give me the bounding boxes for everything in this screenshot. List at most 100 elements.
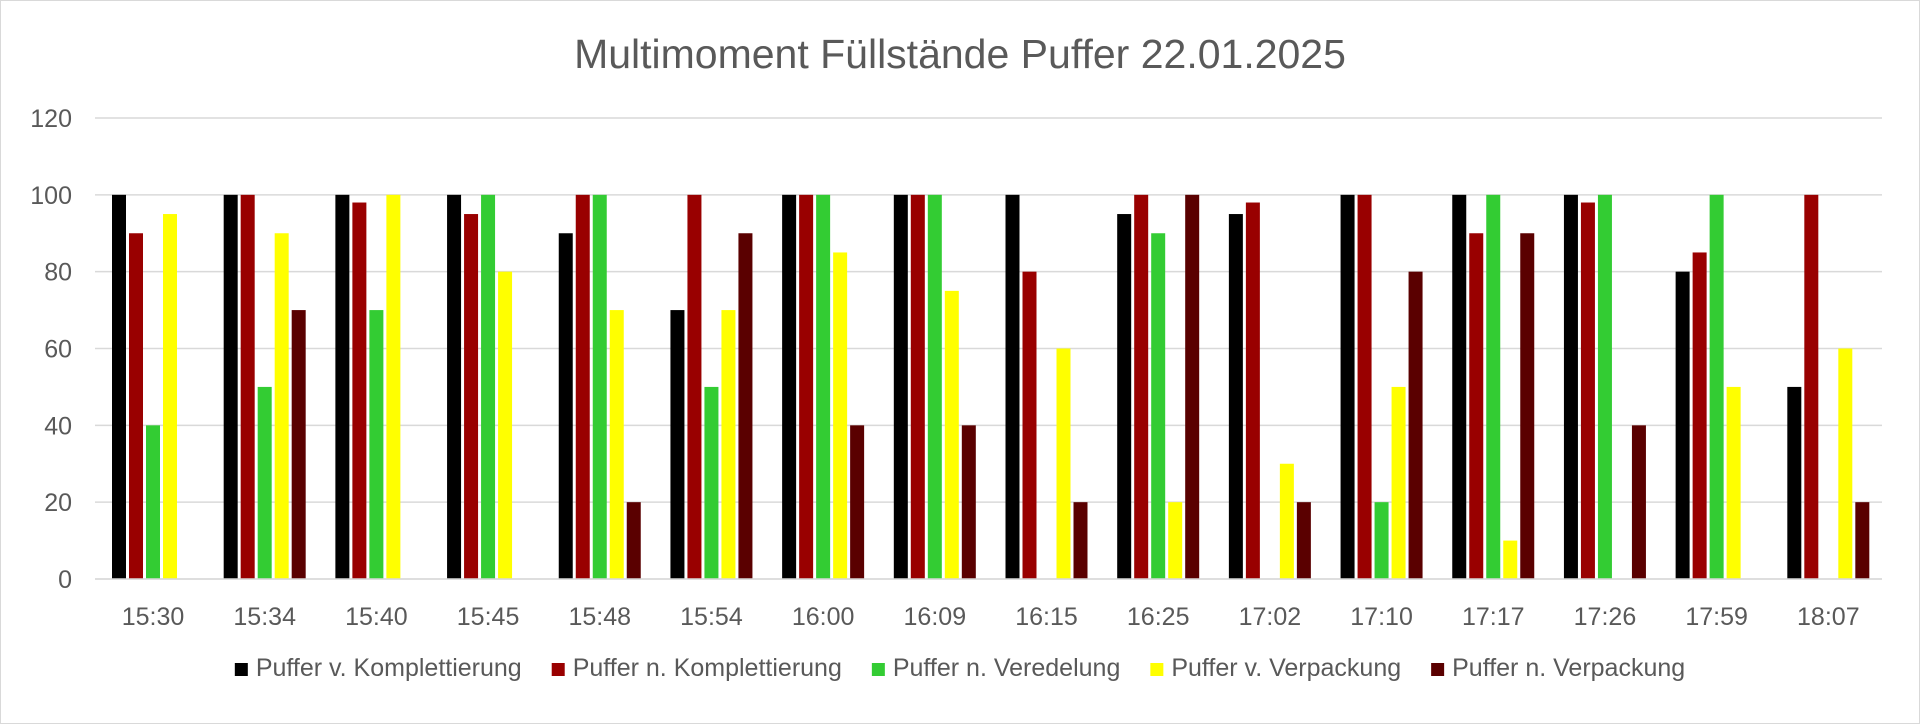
bar-4-1625 <box>1168 502 1183 579</box>
bar-1-1540 <box>335 194 350 580</box>
x-tick-label: 15:45 <box>457 603 520 631</box>
x-tick-label: 15:30 <box>122 603 185 631</box>
bar-5-1609 <box>961 425 976 579</box>
bar-5-1702 <box>1296 502 1311 579</box>
x-tick-label: 16:00 <box>792 603 855 631</box>
bar-5-1710 <box>1408 271 1423 579</box>
legend-item-2: Puffer n. Komplettierung <box>551 654 842 682</box>
bar-1-1759 <box>1675 271 1690 579</box>
x-tick-label: 16:25 <box>1127 603 1190 631</box>
bar-2-1534 <box>240 194 255 580</box>
bar-1-1726 <box>1563 194 1578 580</box>
legend-item-4: Puffer v. Verpackung <box>1150 654 1401 682</box>
bar-1-1548 <box>558 233 573 579</box>
bar-1-1609 <box>893 194 908 580</box>
bar-4-1554 <box>721 310 736 579</box>
x-axis: 15:30 15:34 15:40 15:45 15:48 15:54 16:00 16:09… <box>95 578 1882 631</box>
bar-5-1600 <box>850 425 865 579</box>
bar-4-1534 <box>274 233 289 579</box>
bar-2-1530 <box>129 233 143 579</box>
bar-1-1625 <box>1117 214 1132 579</box>
bar-1-1545 <box>447 194 462 580</box>
legend-label: Puffer n. Verpackung <box>1452 654 1685 682</box>
bar-3-1548 <box>592 194 607 580</box>
bar-5-1726 <box>1631 425 1646 579</box>
bar-4-1717 <box>1503 540 1518 579</box>
legend-item-1: Puffer v. Komplettierung <box>234 654 522 682</box>
x-tick-label: 16:15 <box>1015 603 1078 631</box>
legend-item-5: Puffer n. Verpackung <box>1431 654 1685 682</box>
bar-2-1710 <box>1357 194 1372 580</box>
legend: Puffer v. Komplettierung Puffer n. Komple… <box>234 654 1685 682</box>
bar-3-1609 <box>927 194 942 580</box>
legend-label: Puffer n. Veredelung <box>893 654 1121 682</box>
bar-3-1530 <box>146 425 160 579</box>
bar-2-1759 <box>1692 252 1707 580</box>
bar-1-1600 <box>782 194 797 580</box>
bar-2-1807 <box>1804 194 1819 580</box>
legend-label: Puffer n. Komplettierung <box>573 654 842 682</box>
bar-1-1530 <box>112 194 126 580</box>
x-tick-label: 18:07 <box>1797 603 1860 631</box>
bar-4-1710 <box>1391 386 1406 579</box>
bar-4-1615 <box>1056 348 1071 579</box>
bar-2-1625 <box>1134 194 1149 580</box>
bar-1-1702 <box>1228 214 1243 579</box>
bar-2-1717 <box>1469 233 1484 579</box>
bar-5-1554 <box>738 233 753 579</box>
bar-4-1540 <box>386 194 401 580</box>
bar-4-1702 <box>1279 463 1294 579</box>
bar-5-1717 <box>1520 233 1535 579</box>
bar-3-1534 <box>257 386 272 579</box>
legend-label: Puffer v. Verpackung <box>1171 654 1401 682</box>
x-tick-label: 17:10 <box>1350 603 1413 631</box>
bar-3-1545 <box>481 194 496 580</box>
bar-4-1530 <box>163 214 177 579</box>
x-tick-label: 17:02 <box>1239 603 1302 631</box>
bar-3-1625 <box>1151 233 1166 579</box>
bar-3-1540 <box>369 310 384 579</box>
x-tick-label: 15:48 <box>568 603 631 631</box>
legend-swatch <box>1150 663 1164 676</box>
y-tick-label: 60 <box>44 336 72 364</box>
y-tick-label: 120 <box>30 105 72 133</box>
legend-swatch <box>1431 663 1445 676</box>
bar-1-1717 <box>1452 194 1467 580</box>
bar-4-1600 <box>833 252 848 580</box>
y-tick-label: 40 <box>44 412 72 440</box>
bar-3-1710 <box>1374 502 1389 579</box>
chart-title: Multimoment Füllstände Puffer 22.01.2025 <box>574 31 1346 77</box>
bar-2-1554 <box>687 194 702 580</box>
bar-2-1545 <box>464 214 479 579</box>
bar-2-1609 <box>910 194 925 580</box>
x-tick-label: 17:26 <box>1574 603 1637 631</box>
x-tick-label: 16:09 <box>904 603 967 631</box>
y-tick-label: 80 <box>44 259 72 287</box>
legend-swatch <box>871 663 885 676</box>
bar-5-1615 <box>1073 502 1088 579</box>
y-tick-label: 20 <box>44 489 72 517</box>
bar-4-1807 <box>1838 348 1853 579</box>
bar-4-1548 <box>609 310 624 579</box>
x-tick-label: 15:34 <box>233 603 296 631</box>
bar-1-1615 <box>1005 194 1020 580</box>
y-axis: 0 20 40 60 80 100 120 <box>30 105 72 594</box>
bar-5-1534 <box>291 310 306 579</box>
x-tick-label: 15:54 <box>680 603 743 631</box>
x-tick-label: 17:17 <box>1462 603 1525 631</box>
bar-5-1625 <box>1185 194 1200 580</box>
legend-item-3: Puffer n. Veredelung <box>871 654 1121 682</box>
bar-3-1726 <box>1597 194 1612 580</box>
legend-swatch <box>551 663 565 676</box>
bar-3-1600 <box>816 194 831 580</box>
bar-2-1540 <box>352 202 367 579</box>
y-tick-label: 100 <box>30 182 72 210</box>
bar-2-1702 <box>1245 202 1260 579</box>
legend-swatch <box>234 663 248 676</box>
bar-3-1717 <box>1486 194 1501 580</box>
x-tick-label: 15:40 <box>345 603 408 631</box>
x-tick-label: 17:59 <box>1685 603 1748 631</box>
y-tick-label: 0 <box>58 566 72 594</box>
bar-1-1710 <box>1340 194 1355 580</box>
